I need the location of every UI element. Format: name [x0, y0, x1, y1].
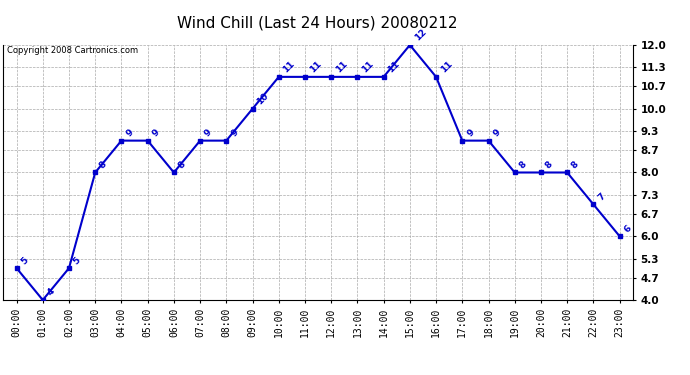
Text: 9: 9 [203, 128, 214, 138]
Text: 9: 9 [150, 128, 161, 138]
Text: 5: 5 [72, 255, 83, 266]
Text: 11: 11 [308, 60, 323, 75]
Text: 11: 11 [439, 60, 454, 75]
Text: 6: 6 [622, 223, 633, 234]
Text: 9: 9 [229, 128, 240, 138]
Text: 11: 11 [386, 60, 402, 75]
Text: 4: 4 [46, 287, 57, 298]
Text: 8: 8 [177, 159, 188, 170]
Text: 9: 9 [124, 128, 135, 138]
Text: 12: 12 [413, 28, 428, 43]
Text: 9: 9 [465, 128, 476, 138]
Text: Wind Chill (Last 24 Hours) 20080212: Wind Chill (Last 24 Hours) 20080212 [177, 15, 457, 30]
Text: Copyright 2008 Cartronics.com: Copyright 2008 Cartronics.com [7, 46, 138, 55]
Text: 9: 9 [491, 128, 502, 138]
Text: 11: 11 [360, 60, 375, 75]
Text: 7: 7 [596, 191, 607, 202]
Text: 8: 8 [570, 159, 581, 170]
Text: 8: 8 [518, 159, 529, 170]
Text: 5: 5 [19, 255, 30, 266]
Text: 11: 11 [282, 60, 297, 75]
Text: 11: 11 [334, 60, 349, 75]
Text: 8: 8 [544, 159, 555, 170]
Text: 10: 10 [255, 92, 270, 106]
Text: 8: 8 [98, 159, 109, 170]
